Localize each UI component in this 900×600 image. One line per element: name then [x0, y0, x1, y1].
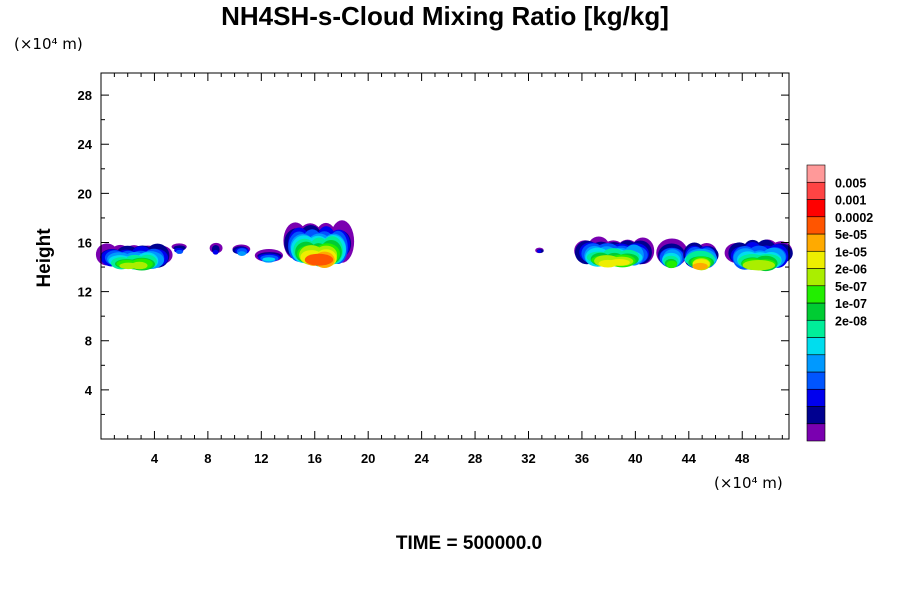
cloud-region — [254, 249, 284, 263]
plot-frame — [100, 72, 790, 440]
colorbar-swatch — [806, 388, 826, 407]
y-tick-label: 4 — [85, 383, 93, 398]
colorbar-swatch — [806, 250, 826, 269]
colorbar: 0.005 0.001 0.0002 5e-05 1e-05 2e-06 5e-07 1e-0… — [806, 164, 873, 442]
x-tick-label: 48 — [735, 451, 749, 466]
colorbar-swatch — [806, 285, 826, 304]
cloud-cell — [212, 249, 219, 255]
colorbar-swatch — [806, 164, 826, 183]
x-tick-label: 8 — [204, 451, 211, 466]
x-tick-label: 16 — [308, 451, 322, 466]
cloud-region — [283, 220, 355, 269]
colorbar-swatch — [806, 233, 826, 252]
cloud-cell — [304, 253, 334, 266]
colorbar-label: 0.005 — [835, 176, 866, 190]
colorbar-swatch — [806, 319, 826, 338]
colorbar-swatch — [806, 354, 826, 373]
colorbar-label: 5e-07 — [835, 280, 867, 294]
colorbar-label: 2e-06 — [835, 263, 867, 277]
y-axis-ticks: 4 8 12 16 20 24 28 — [78, 88, 789, 415]
cloud-cell — [692, 262, 708, 270]
y-tick-label: 12 — [78, 285, 92, 300]
cloud-cell — [237, 251, 247, 256]
x-tick-label: 28 — [468, 451, 482, 466]
cloud-field — [95, 220, 793, 272]
cloud-region — [574, 236, 655, 268]
colorbar-swatch — [806, 302, 826, 321]
cloud-region — [656, 238, 688, 269]
cloud-region — [232, 244, 251, 256]
x-tick-label: 4 — [151, 451, 159, 466]
cloud-region — [683, 242, 719, 271]
colorbar-swatch — [806, 406, 826, 425]
colorbar-swatch — [806, 268, 826, 287]
colorbar-swatch — [806, 371, 826, 390]
cloud-cell — [608, 259, 630, 266]
cloud-region — [171, 243, 187, 254]
x-tick-label: 12 — [254, 451, 268, 466]
colorbar-swatch — [806, 216, 826, 235]
cloud-cell — [742, 260, 776, 271]
colorbar-label: 2e-08 — [835, 314, 867, 328]
y-axis-unit: (×10⁴ m) — [14, 35, 83, 53]
y-tick-label: 28 — [78, 88, 92, 103]
cloud-cell — [666, 260, 678, 269]
colorbar-swatch — [806, 423, 826, 442]
cloud-cell — [175, 249, 184, 254]
colorbar-swatch — [806, 181, 826, 200]
colorbar-label: 1e-05 — [835, 245, 867, 259]
y-tick-label: 8 — [85, 334, 92, 349]
cloud-cell — [131, 261, 148, 270]
x-tick-label: 44 — [682, 451, 697, 466]
cloud-region — [535, 247, 544, 254]
colorbar-swatch — [806, 199, 826, 218]
colorbar-swatch — [806, 337, 826, 356]
x-axis-ticks: 4 8 12 16 20 24 28 32 36 40 44 48 — [113, 73, 783, 466]
colorbar-label: 0.001 — [835, 194, 866, 208]
cloud-region — [209, 242, 223, 255]
x-tick-label: 36 — [575, 451, 589, 466]
y-tick-label: 24 — [78, 137, 93, 152]
cloud-region — [95, 243, 173, 271]
cloud-cell — [262, 257, 276, 262]
y-axis-label: Height — [34, 228, 55, 288]
x-tick-label: 24 — [414, 451, 429, 466]
cloud-cell — [537, 249, 542, 253]
colorbar-label: 0.0002 — [835, 211, 873, 225]
y-tick-label: 16 — [78, 235, 92, 250]
colorbar-label: 1e-07 — [835, 297, 867, 311]
x-tick-label: 32 — [521, 451, 535, 466]
x-tick-label: 20 — [361, 451, 375, 466]
chart-title: NH4SH-s-Cloud Mixing Ratio [kg/kg] — [221, 1, 669, 31]
y-tick-label: 20 — [78, 186, 92, 201]
x-axis-unit: (×10⁴ m) — [714, 474, 783, 492]
x-tick-label: 40 — [628, 451, 642, 466]
cloud-region — [724, 239, 793, 272]
colorbar-label: 5e-05 — [835, 228, 867, 242]
time-label: TIME = 500000.0 — [396, 533, 542, 554]
